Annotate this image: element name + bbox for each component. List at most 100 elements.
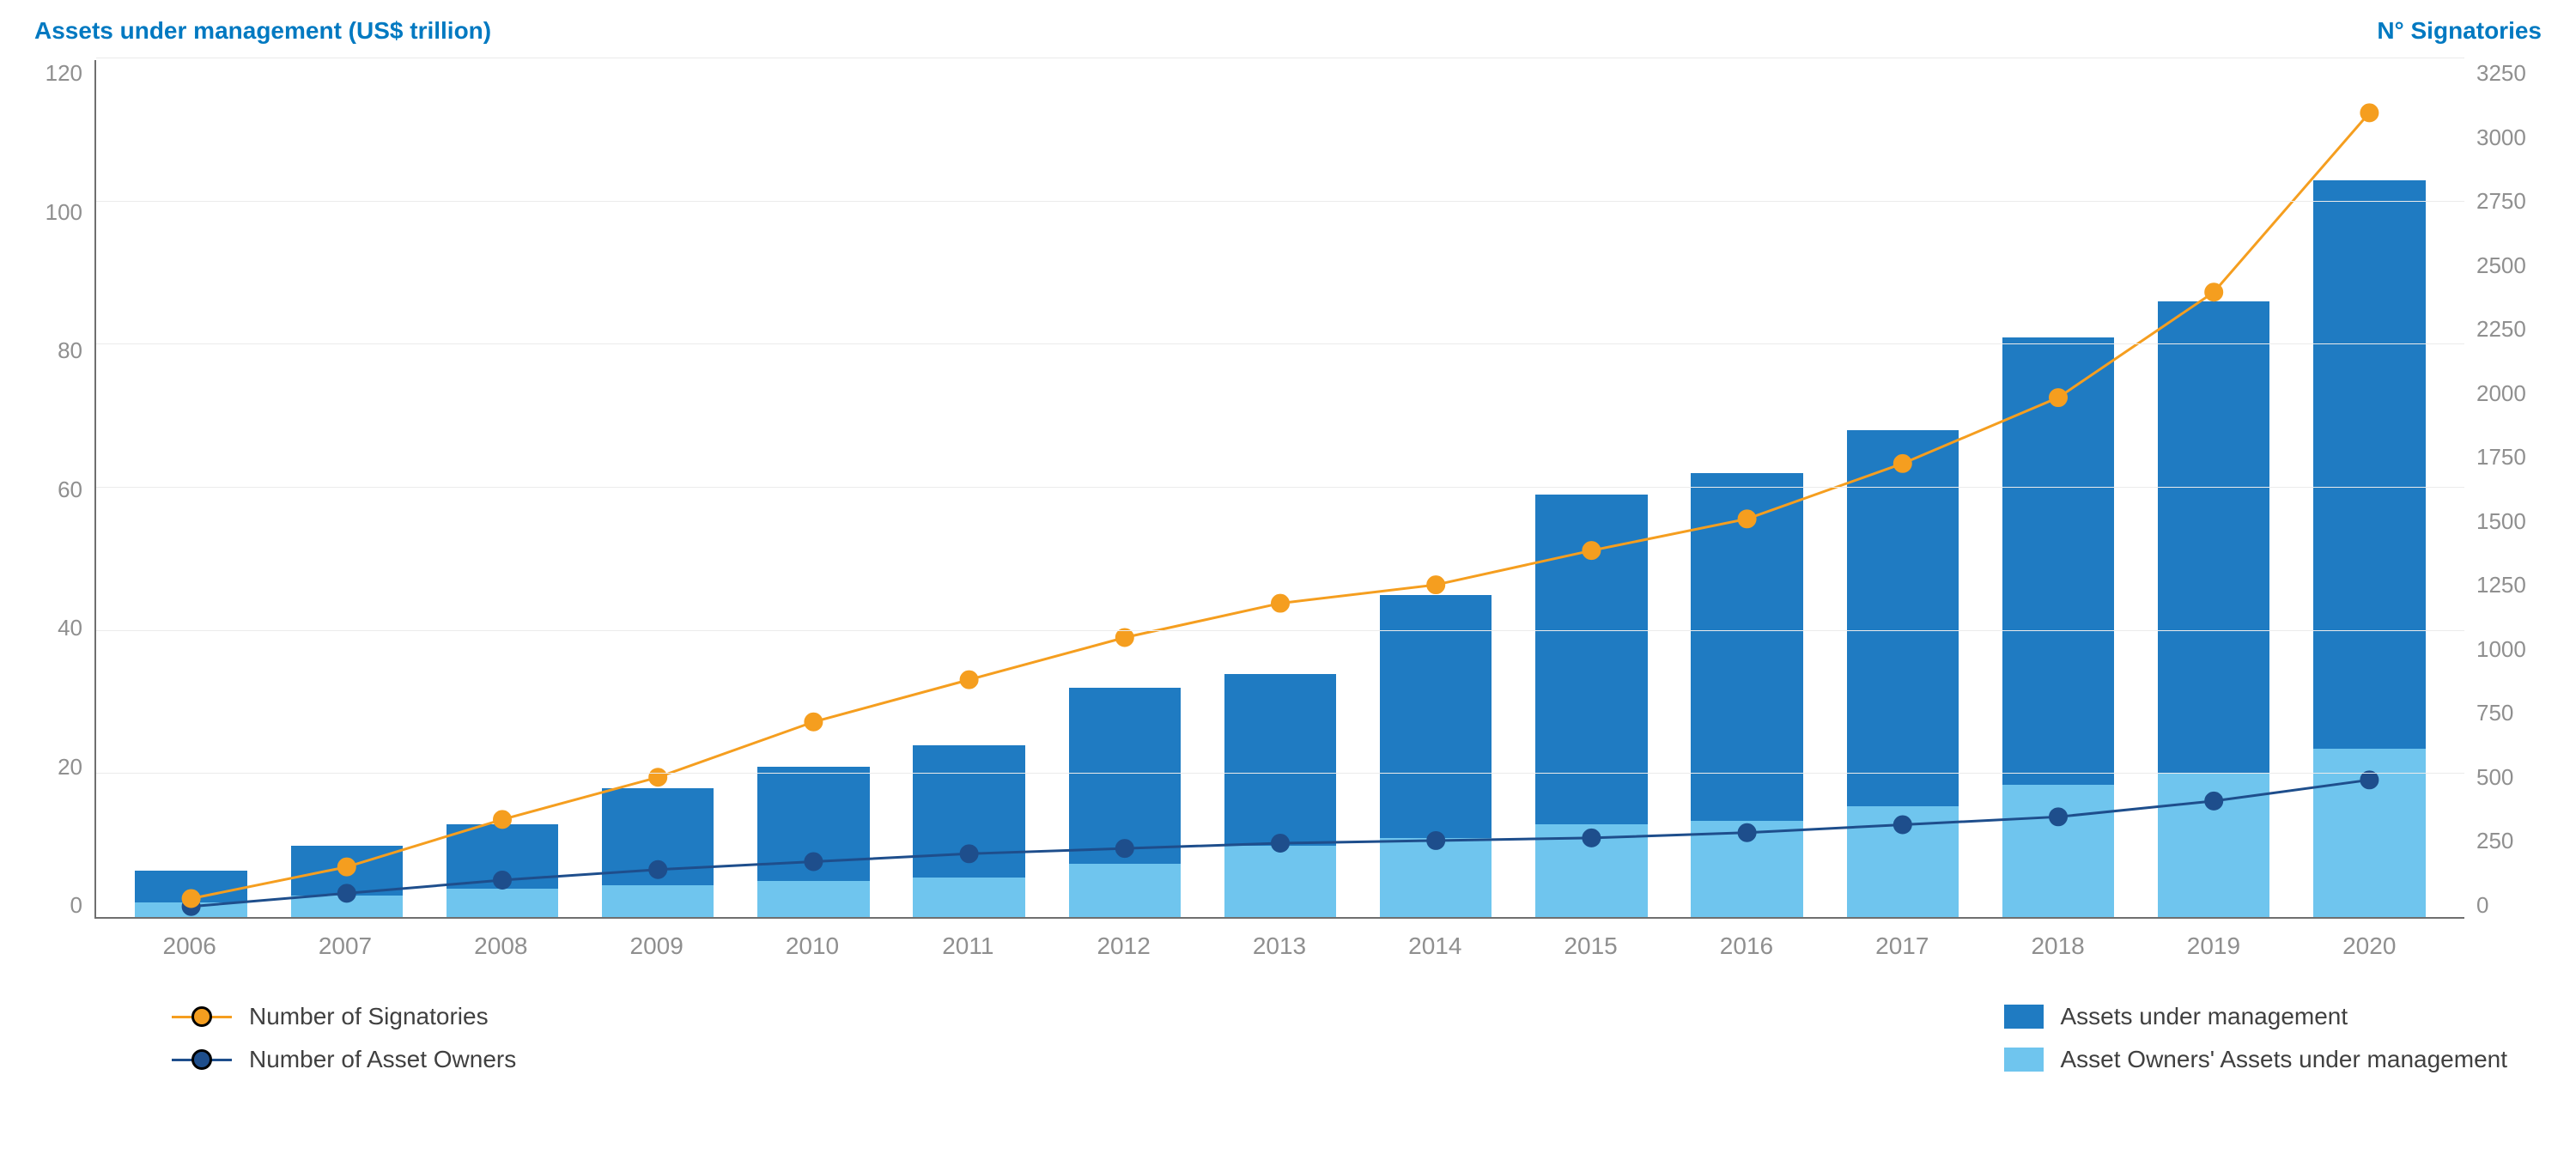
y-left-tick: 100 bbox=[34, 199, 82, 226]
bar-slot bbox=[736, 60, 891, 917]
stacked-bar bbox=[1691, 473, 1802, 917]
bar-segment-owners bbox=[1691, 821, 1802, 918]
y-right-tick: 1250 bbox=[2476, 572, 2542, 598]
stacked-bar bbox=[913, 745, 1024, 917]
x-axis-label: 2011 bbox=[890, 919, 1046, 960]
bar-segment-total bbox=[1691, 473, 1802, 820]
x-axis-label: 2007 bbox=[267, 919, 422, 960]
stacked-bar bbox=[2313, 180, 2425, 917]
y-axis-right-title: N° Signatories bbox=[2377, 17, 2542, 45]
grid-line bbox=[96, 343, 2464, 344]
bar-slot bbox=[1202, 60, 1358, 917]
x-axis-label: 2015 bbox=[1513, 919, 1668, 960]
plot-area bbox=[94, 60, 2464, 919]
y-right-tick: 0 bbox=[2476, 892, 2542, 919]
y-right-tick: 1500 bbox=[2476, 508, 2542, 535]
bar-slot bbox=[1669, 60, 1825, 917]
bar-segment-owners bbox=[1847, 806, 1959, 917]
x-axis-label: 2006 bbox=[112, 919, 267, 960]
stacked-bar bbox=[1847, 430, 1959, 917]
bars-layer bbox=[96, 60, 2464, 917]
bar-segment-owners bbox=[1380, 838, 1492, 917]
axis-titles: Assets under management (US$ trillion) N… bbox=[34, 17, 2542, 45]
legend-right: Assets under management Asset Owners' Ass… bbox=[2004, 1003, 2508, 1073]
legend-label: Assets under management bbox=[2061, 1003, 2348, 1030]
y-right-tick: 750 bbox=[2476, 700, 2542, 726]
stacked-bar bbox=[447, 824, 558, 917]
legend-item: Assets under management bbox=[2004, 1003, 2508, 1030]
bar-segment-owners bbox=[1069, 864, 1181, 918]
y-right-tick: 1000 bbox=[2476, 636, 2542, 663]
bar-slot bbox=[113, 60, 269, 917]
bar-slot bbox=[1980, 60, 2136, 917]
bar-segment-owners bbox=[913, 878, 1024, 917]
y-right-tick: 500 bbox=[2476, 764, 2542, 791]
bar-segment-total bbox=[757, 767, 869, 881]
bar-segment-total bbox=[602, 788, 714, 885]
bar-slot bbox=[2292, 60, 2447, 917]
y-left-tick: 40 bbox=[34, 615, 82, 641]
y-left-tick: 60 bbox=[34, 477, 82, 503]
bar-segment-total bbox=[2313, 180, 2425, 750]
bar-slot bbox=[1514, 60, 1669, 917]
legend-item: Number of Asset Owners bbox=[172, 1046, 516, 1073]
bar-segment-total bbox=[2002, 337, 2114, 785]
y-axis-left-title: Assets under management (US$ trillion) bbox=[34, 17, 491, 45]
x-axis-label: 2009 bbox=[579, 919, 734, 960]
legend-bar-swatch bbox=[2004, 1005, 2044, 1029]
stacked-bar bbox=[2002, 337, 2114, 917]
y-right-tick: 2250 bbox=[2476, 316, 2542, 343]
stacked-bar bbox=[1535, 495, 1647, 917]
stacked-bar bbox=[291, 846, 403, 917]
bar-segment-total bbox=[1535, 495, 1647, 823]
bar-segment-total bbox=[1224, 674, 1336, 846]
x-axis-label: 2017 bbox=[1825, 919, 1980, 960]
pri-growth-chart: Assets under management (US$ trillion) N… bbox=[34, 17, 2542, 1073]
stacked-bar bbox=[602, 788, 714, 917]
stacked-bar bbox=[757, 767, 869, 917]
bar-segment-total bbox=[291, 846, 403, 896]
x-axis-label: 2013 bbox=[1201, 919, 1357, 960]
bar-slot bbox=[1825, 60, 1980, 917]
stacked-bar bbox=[1380, 595, 1492, 917]
y-right-tick: 3000 bbox=[2476, 125, 2542, 151]
legend-item: Asset Owners' Assets under management bbox=[2004, 1046, 2508, 1073]
y-left-tick: 80 bbox=[34, 337, 82, 364]
grid-line bbox=[96, 630, 2464, 631]
y-right-tick: 1750 bbox=[2476, 444, 2542, 471]
x-axis-labels: 2006200720082009201020112012201320142015… bbox=[94, 919, 2464, 960]
x-axis-label: 2008 bbox=[423, 919, 579, 960]
x-axis-label: 2020 bbox=[2292, 919, 2447, 960]
bar-segment-owners bbox=[757, 881, 869, 917]
x-axis-label: 2019 bbox=[2136, 919, 2291, 960]
x-axis-label: 2018 bbox=[1980, 919, 2136, 960]
legend: Number of Signatories Number of Asset Own… bbox=[172, 1003, 2507, 1073]
bar-segment-owners bbox=[1535, 824, 1647, 917]
y-left-tick: 20 bbox=[34, 754, 82, 780]
legend-line-swatch bbox=[172, 1059, 232, 1061]
bar-segment-owners bbox=[1224, 846, 1336, 917]
y-right-tick: 2750 bbox=[2476, 188, 2542, 215]
bar-slot bbox=[1047, 60, 1202, 917]
bar-segment-owners bbox=[2313, 749, 2425, 917]
bar-segment-owners bbox=[602, 885, 714, 918]
stacked-bar bbox=[1069, 688, 1181, 917]
bar-segment-owners bbox=[2002, 785, 2114, 917]
grid-line bbox=[96, 487, 2464, 488]
legend-bar-swatch bbox=[2004, 1048, 2044, 1072]
y-right-tick: 2500 bbox=[2476, 252, 2542, 279]
legend-line-swatch bbox=[172, 1016, 232, 1018]
legend-label: Number of Signatories bbox=[249, 1003, 489, 1030]
bar-slot bbox=[891, 60, 1047, 917]
y-right-tick: 2000 bbox=[2476, 380, 2542, 407]
y-right-tick: 3250 bbox=[2476, 60, 2542, 87]
bar-segment-total bbox=[2158, 301, 2269, 774]
bar-slot bbox=[580, 60, 736, 917]
plot-row: 120100806040200 325030002750250022502000… bbox=[34, 60, 2542, 919]
stacked-bar bbox=[2158, 301, 2269, 917]
bar-slot bbox=[1358, 60, 1514, 917]
y-left-tick: 0 bbox=[34, 892, 82, 919]
y-left-tick: 120 bbox=[34, 60, 82, 87]
y-right-tick: 250 bbox=[2476, 828, 2542, 854]
bar-slot bbox=[269, 60, 424, 917]
